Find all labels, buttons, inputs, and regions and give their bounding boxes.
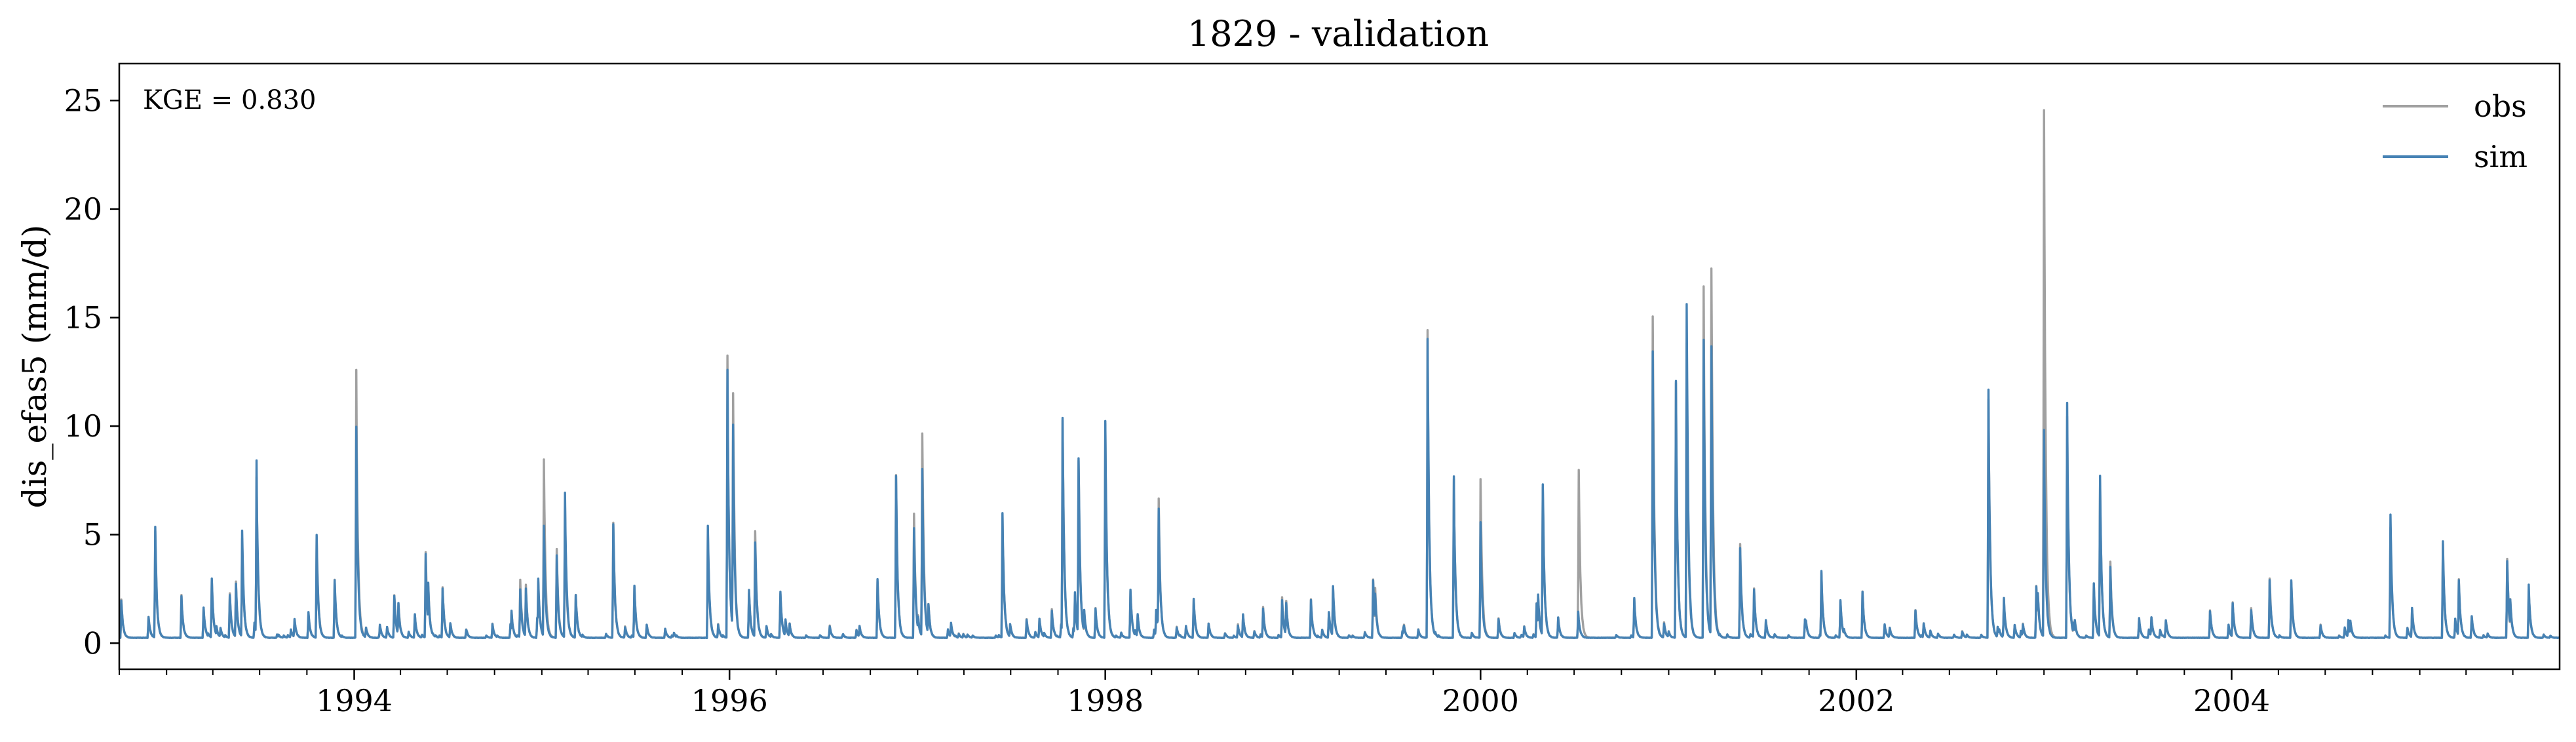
y-tick-label: 10 xyxy=(64,408,102,444)
x-tick-label: 1998 xyxy=(1067,683,1144,718)
plot-area xyxy=(118,62,2561,671)
axes-frame xyxy=(118,62,2561,671)
x-tick-label: 2002 xyxy=(1818,683,1894,718)
x-tick-label: 1996 xyxy=(691,683,768,718)
series-obs-line xyxy=(119,109,2560,639)
x-tick-label: 2004 xyxy=(2193,683,2270,718)
series-sim-line xyxy=(119,303,2560,639)
legend-sim-label: sim xyxy=(2474,139,2528,174)
series-layer xyxy=(119,109,2560,639)
y-axis: 0 5 10 15 20 25 xyxy=(64,83,119,661)
legend-obs-label: obs xyxy=(2474,88,2527,124)
y-tick-label: 15 xyxy=(64,300,102,335)
y-tick-label: 20 xyxy=(64,191,102,227)
chart-title: 1829 - validation xyxy=(1187,13,1489,54)
x-tick-label: 1994 xyxy=(316,683,393,718)
legend: obs sim xyxy=(2383,88,2528,174)
x-tick-label: 2000 xyxy=(1442,683,1519,718)
kge-annotation: KGE = 0.830 xyxy=(143,85,317,115)
y-axis-label: dis_efas5 (mm/d) xyxy=(16,225,54,509)
x-axis: 1994 1996 1998 2000 2002 2004 xyxy=(119,669,2514,718)
y-tick-label: 5 xyxy=(83,517,102,553)
y-tick-label: 25 xyxy=(64,83,102,118)
y-tick-label: 0 xyxy=(83,625,102,661)
